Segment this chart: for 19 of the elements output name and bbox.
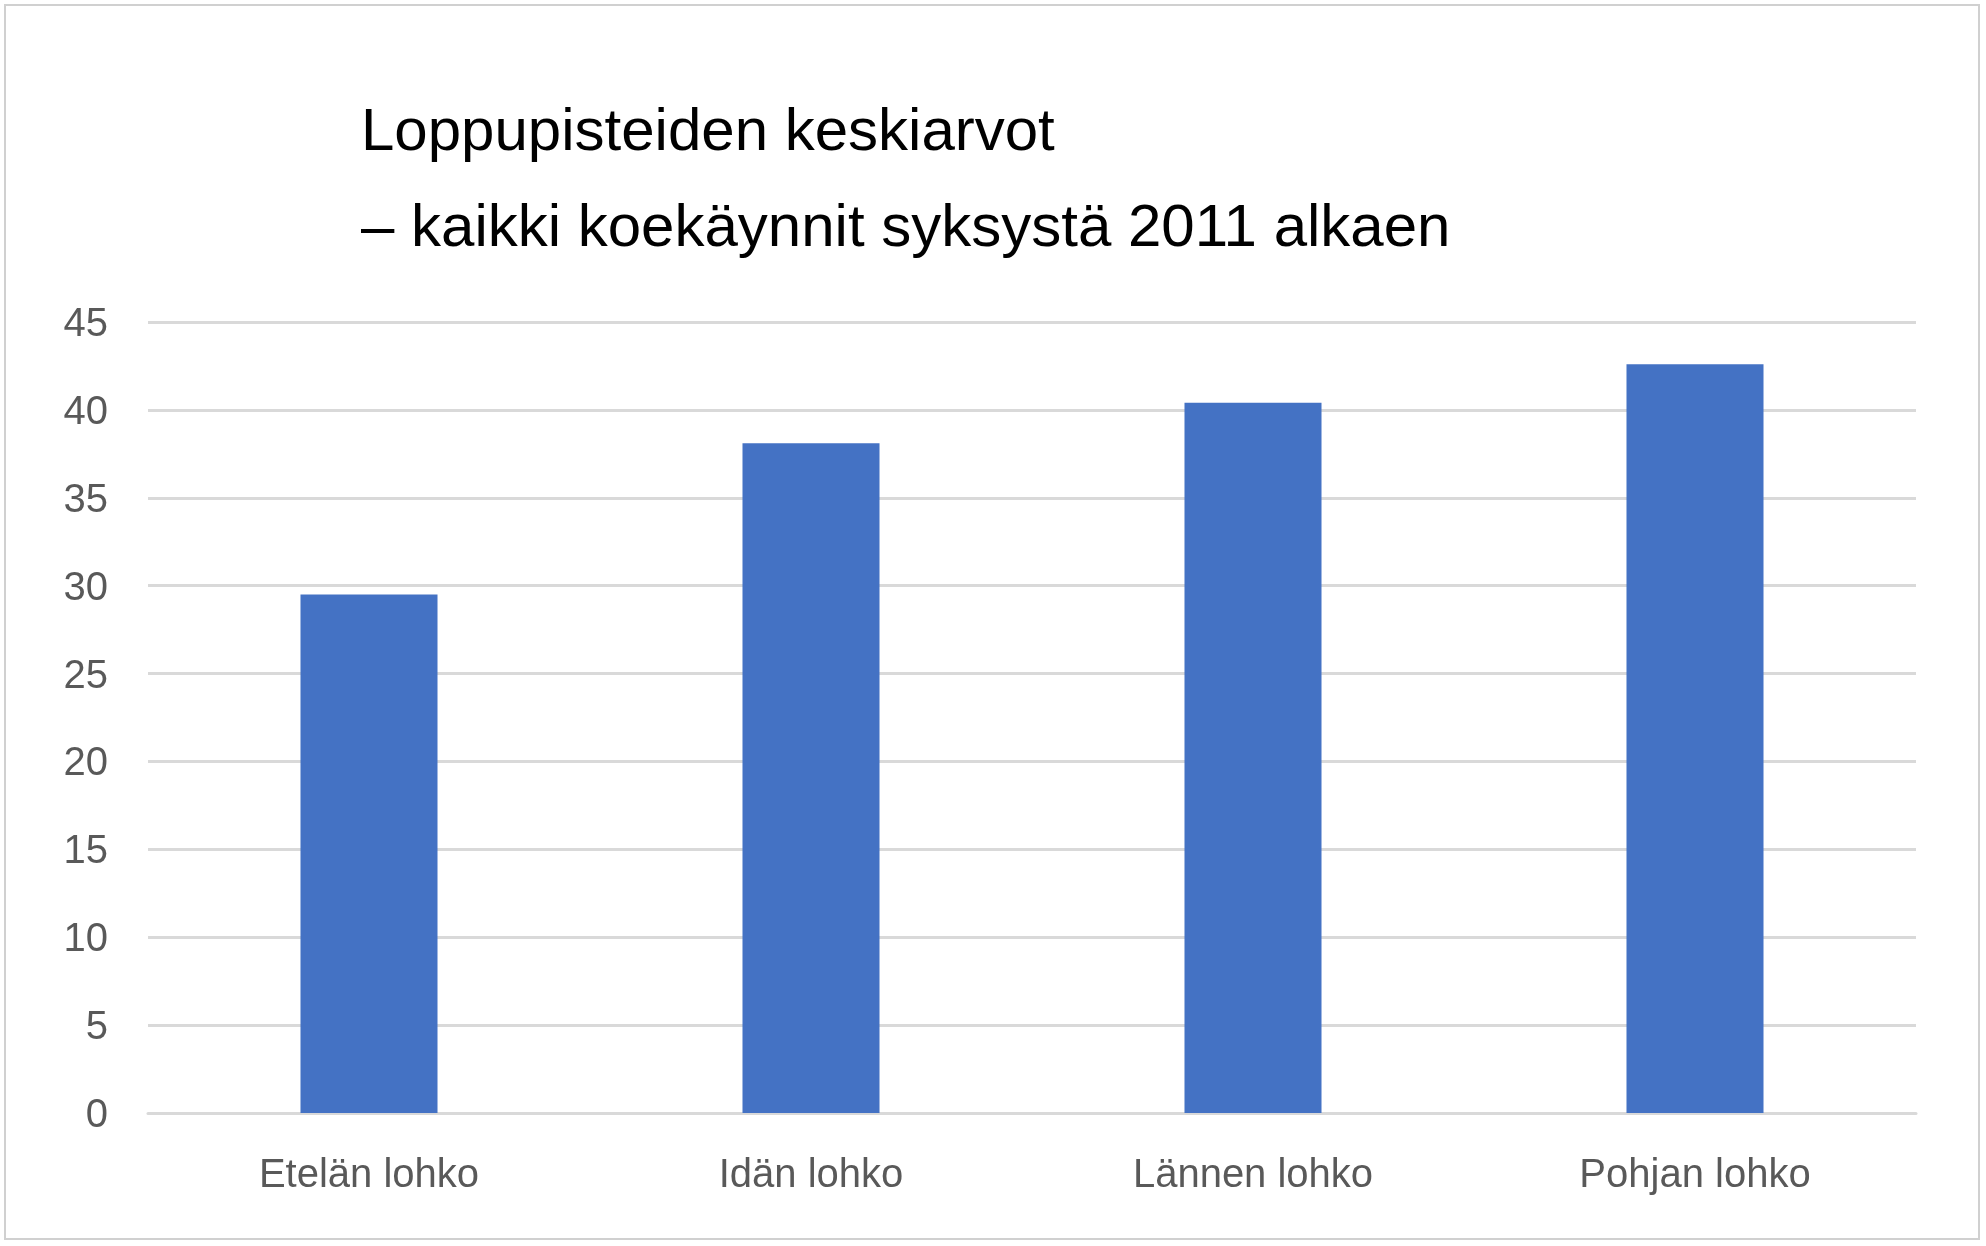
y-tick-label: 45 <box>63 300 108 344</box>
y-tick-label: 25 <box>63 651 108 696</box>
bar <box>1626 364 1764 1113</box>
x-tick-label: Lännen lohko <box>1132 1151 1374 1195</box>
bar <box>1184 402 1322 1113</box>
bar <box>300 594 438 1113</box>
x-tick-label: Idän lohko <box>718 1151 904 1195</box>
y-tick-label: 0 <box>85 1091 108 1135</box>
y-tick-label: 35 <box>63 475 108 520</box>
y-tick-label: 30 <box>63 563 108 608</box>
y-tick-label: 20 <box>63 739 108 784</box>
y-tick-label: 40 <box>63 387 108 432</box>
x-tick-label: Pohjan lohko <box>1579 1151 1811 1195</box>
bar <box>742 443 880 1113</box>
x-tick-label: Etelän lohko <box>258 1151 480 1195</box>
y-tick-label: 10 <box>63 915 108 960</box>
y-tick-label: 5 <box>85 1003 108 1048</box>
y-tick-label: 15 <box>63 827 108 872</box>
chart-title: Loppupisteiden keskiarvot – kaikki koekäynnit syksystä 2011 alkaen <box>361 95 1451 259</box>
